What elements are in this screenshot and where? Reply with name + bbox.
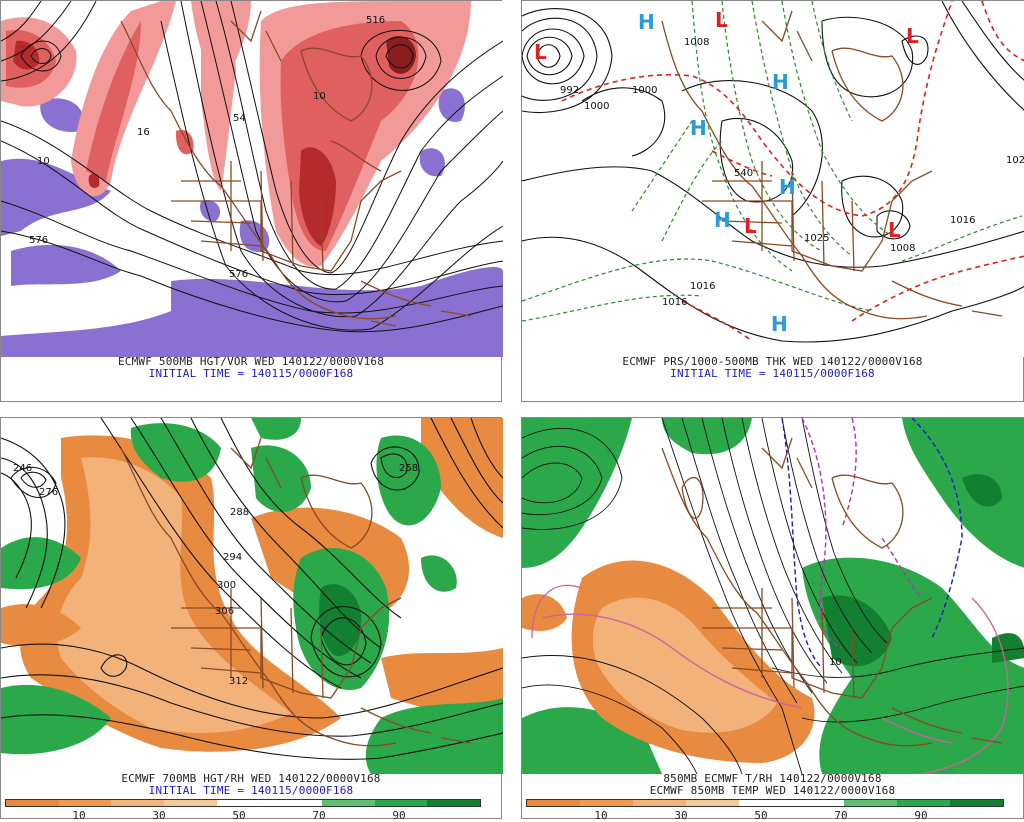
contour-label: 54 — [233, 113, 246, 124]
colorbar-tick: 50 — [232, 809, 246, 822]
initial-time: INITIAL TIME = 140115/0000F168 — [670, 367, 875, 380]
contour-label: 1008 — [890, 243, 915, 254]
contour-label: 1016 — [950, 215, 975, 226]
rh-colorbar — [5, 799, 481, 807]
relative-humidity-850-map: 10 — [522, 418, 1024, 774]
colorbar-tick: 70 — [834, 809, 848, 822]
panel-700mb-hgt-rh: 246 276 288 294 300 306 312 258 ECMWF 70… — [0, 417, 503, 822]
low-marker: L — [906, 24, 919, 48]
panel-title: ECMWF PRS/1000-500MB THK WED 140122/0000… — [622, 355, 923, 368]
contour-label: 1025 — [804, 233, 829, 244]
contour-label: 294 — [223, 552, 242, 563]
contour-label: 1000 — [632, 85, 657, 96]
contour-label: 516 — [366, 15, 385, 26]
panel-title: ECMWF 700MB HGT/RH WED 140122/0000V168 — [121, 772, 381, 785]
relative-humidity-700-map: 246 276 288 294 300 306 312 258 — [1, 418, 503, 774]
panel-850mb-temp-rh: 10 850MB ECMWF T/RH 140122/0000V168 ECMW… — [521, 417, 1024, 822]
contour-label: 312 — [229, 676, 248, 687]
contour-label: 10 — [829, 657, 842, 668]
colorbar-tick: 90 — [392, 809, 406, 822]
contour-label: 1016 — [690, 281, 715, 292]
contour-label: 1008 — [684, 37, 709, 48]
colorbar-tick: 10 — [594, 809, 608, 822]
panel-subtitle: ECMWF 850MB TEMP WED 140122/0000V168 — [649, 784, 896, 797]
colorbar-tick: 50 — [754, 809, 768, 822]
contour-label: 10 — [313, 91, 326, 102]
contour-label: 1016 — [662, 297, 687, 308]
pressure-center-markers: H H H H H H L L L L L — [534, 8, 919, 336]
contour-label: 246 — [13, 463, 32, 474]
contour-label: 102 — [1006, 155, 1024, 166]
contour-label: 288 — [230, 507, 249, 518]
rh-colorbar — [526, 799, 1004, 807]
contour-label: 276 — [39, 487, 58, 498]
vorticity-map: 516 54 576 576 10 16 10 — [1, 1, 503, 357]
high-marker: H — [772, 70, 789, 94]
colorbar-tick: 30 — [674, 809, 688, 822]
pressure-thickness-map: H H H H H H L L L L L 1008 1000 992 1016… — [522, 1, 1024, 357]
contour-label: 10 — [37, 156, 50, 167]
high-marker: H — [771, 312, 788, 336]
panel-500mb-hgt-vor: 516 54 576 576 10 16 10 ECMWF 500MB HGT/… — [0, 0, 503, 402]
low-marker: L — [534, 40, 547, 64]
contour-label: 16 — [137, 127, 150, 138]
high-marker: H — [690, 116, 707, 140]
colorbar-tick: 30 — [152, 809, 166, 822]
contour-label: 540 — [734, 168, 753, 179]
high-marker: H — [714, 208, 731, 232]
contour-label: 1000 — [584, 101, 609, 112]
colorbar-tick: 10 — [72, 809, 86, 822]
panel-prs-thk: H H H H H H L L L L L 1008 1000 992 1016… — [521, 0, 1024, 402]
colorbar-tick: 70 — [312, 809, 326, 822]
high-marker: H — [638, 10, 655, 34]
panel-title: 850MB ECMWF T/RH 140122/0000V168 — [663, 772, 882, 785]
contour-label: 576 — [29, 235, 48, 246]
contour-label: 258 — [399, 463, 418, 474]
low-marker: L — [715, 8, 728, 32]
low-marker: L — [744, 214, 757, 238]
initial-time: INITIAL TIME = 140115/0000F168 — [148, 367, 354, 380]
contour-label: 992 — [560, 85, 579, 96]
initial-time: INITIAL TIME = 140115/0000F168 — [148, 784, 354, 797]
colorbar-tick: 90 — [914, 809, 928, 822]
low-marker: L — [888, 218, 901, 242]
contour-label: 576 — [229, 269, 248, 280]
high-marker: H — [779, 175, 796, 199]
contour-label: 306 — [215, 606, 234, 617]
panel-title: ECMWF 500MB HGT/VOR WED 140122/0000V168 — [117, 355, 385, 368]
contour-label: 300 — [217, 580, 236, 591]
